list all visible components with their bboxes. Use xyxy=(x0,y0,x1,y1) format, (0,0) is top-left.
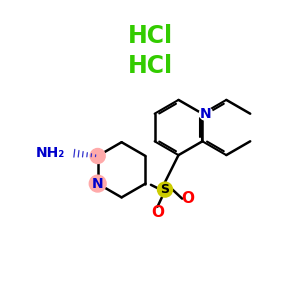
Circle shape xyxy=(158,182,172,197)
Text: NH₂: NH₂ xyxy=(35,146,65,160)
Text: HCl: HCl xyxy=(128,24,172,48)
Circle shape xyxy=(89,175,106,192)
Circle shape xyxy=(200,107,213,120)
Text: HCl: HCl xyxy=(128,54,172,78)
Text: O: O xyxy=(181,191,194,206)
Text: N: N xyxy=(200,107,212,121)
Text: N: N xyxy=(92,177,103,190)
Circle shape xyxy=(90,148,105,164)
Text: S: S xyxy=(160,183,169,196)
Text: O: O xyxy=(151,205,164,220)
